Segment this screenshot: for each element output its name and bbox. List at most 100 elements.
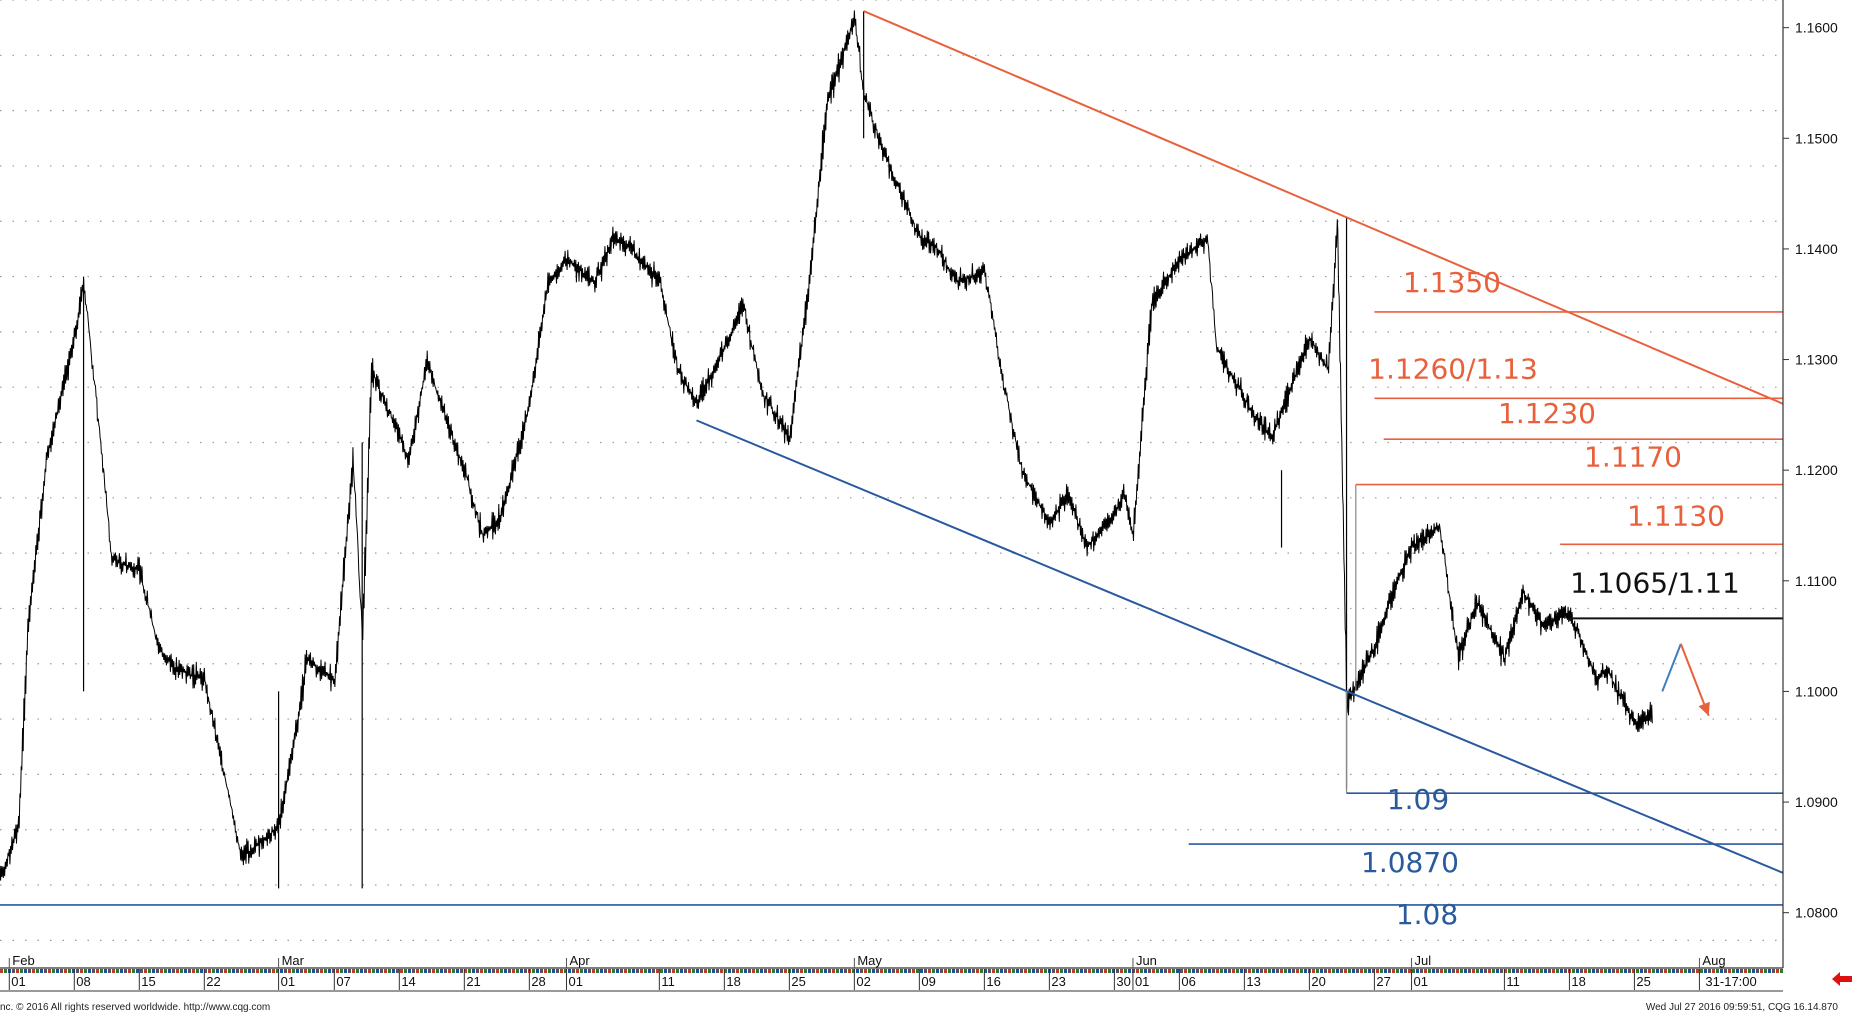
axis-strip-segment — [604, 969, 607, 973]
axis-strip-segment — [28, 969, 31, 973]
axis-strip-segment — [880, 969, 883, 973]
axis-strip-segment — [1504, 969, 1507, 973]
axis-strip-segment — [12, 969, 15, 973]
axis-strip-segment — [1748, 969, 1751, 973]
axis-strip-segment — [1096, 969, 1099, 973]
axis-strip-segment — [704, 969, 707, 973]
axis-strip-segment — [1600, 969, 1603, 973]
day-label: 23 — [1051, 974, 1065, 989]
axis-strip-segment — [288, 969, 291, 973]
axis-strip-segment — [1300, 969, 1303, 973]
axis-strip-segment — [44, 969, 47, 973]
axis-strip-segment — [652, 969, 655, 973]
axis-strip-segment — [460, 969, 463, 973]
axis-strip-segment — [160, 969, 163, 973]
axis-strip-segment — [1608, 969, 1611, 973]
axis-strip-segment — [1612, 969, 1615, 973]
axis-strip-segment — [476, 969, 479, 973]
axis-strip-segment — [164, 969, 167, 973]
axis-strip-segment — [60, 969, 63, 973]
axis-strip-segment — [120, 969, 123, 973]
axis-strip-segment — [840, 969, 843, 973]
axis-strip-segment — [1684, 969, 1687, 973]
axis-strip-segment — [1424, 969, 1427, 973]
axis-strip-segment — [976, 969, 979, 973]
axis-strip-segment — [352, 969, 355, 973]
axis-strip-segment — [452, 969, 455, 973]
axis-strip-segment — [264, 969, 267, 973]
axis-strip-segment — [1184, 969, 1187, 973]
axis-strip-segment — [308, 969, 311, 973]
axis-strip-segment — [624, 969, 627, 973]
axis-strip-segment — [260, 969, 263, 973]
axis-strip-segment — [1156, 969, 1159, 973]
axis-strip-segment — [1008, 969, 1011, 973]
axis-strip-segment — [1452, 969, 1455, 973]
level-label: 1.09 — [1387, 783, 1449, 816]
axis-strip-segment — [1288, 969, 1291, 973]
day-label: 01 — [11, 974, 25, 989]
axis-strip-segment — [940, 969, 943, 973]
month-label: Mar — [282, 953, 305, 968]
axis-strip-segment — [20, 969, 23, 973]
axis-strip-segment — [532, 969, 535, 973]
axis-strip-segment — [1704, 969, 1707, 973]
axis-strip-segment — [1248, 969, 1251, 973]
axis-strip-segment — [1440, 969, 1443, 973]
axis-strip-segment — [272, 969, 275, 973]
axis-strip-segment — [972, 969, 975, 973]
axis-strip-segment — [1172, 969, 1175, 973]
axis-strip-segment — [84, 969, 87, 973]
axis-strip-segment — [884, 969, 887, 973]
level-label: 1.1350 — [1403, 266, 1501, 299]
axis-strip-segment — [24, 969, 27, 973]
axis-strip-segment — [1160, 969, 1163, 973]
axis-strip-segment — [228, 969, 231, 973]
axis-strip-segment — [348, 969, 351, 973]
axis-strip-segment — [1080, 969, 1083, 973]
axis-strip-segment — [380, 969, 383, 973]
day-label: 14 — [401, 974, 415, 989]
axis-strip-segment — [1124, 969, 1127, 973]
axis-strip-segment — [268, 969, 271, 973]
axis-strip-segment — [204, 969, 207, 973]
axis-strip-segment — [1432, 969, 1435, 973]
axis-strip-segment — [900, 969, 903, 973]
axis-strip-segment — [480, 969, 483, 973]
axis-strip-segment — [464, 969, 467, 973]
axis-strip-segment — [552, 969, 555, 973]
axis-strip-segment — [700, 969, 703, 973]
axis-strip-segment — [772, 969, 775, 973]
axis-strip-segment — [1556, 969, 1559, 973]
axis-strip-segment — [1500, 969, 1503, 973]
axis-strip-segment — [868, 969, 871, 973]
axis-strip-segment — [668, 969, 671, 973]
axis-strip-segment — [496, 969, 499, 973]
axis-strip-segment — [804, 969, 807, 973]
axis-strip-segment — [1044, 969, 1047, 973]
day-label: 02 — [856, 974, 870, 989]
axis-strip-segment — [1212, 969, 1215, 973]
axis-strip-segment — [1672, 969, 1675, 973]
axis-strip-segment — [436, 969, 439, 973]
axis-strip-segment — [296, 969, 299, 973]
axis-strip-segment — [1116, 969, 1119, 973]
axis-strip-segment — [1480, 969, 1483, 973]
axis-strip-segment — [444, 969, 447, 973]
axis-strip-segment — [128, 969, 131, 973]
axis-strip-segment — [784, 969, 787, 973]
axis-strip-segment — [960, 969, 963, 973]
axis-strip-segment — [744, 969, 747, 973]
axis-strip-segment — [712, 969, 715, 973]
axis-strip-segment — [1100, 969, 1103, 973]
axis-strip-segment — [1088, 969, 1091, 973]
axis-strip-segment — [32, 969, 35, 973]
axis-strip-segment — [64, 969, 67, 973]
day-label: 07 — [336, 974, 350, 989]
axis-strip-segment — [1016, 969, 1019, 973]
axis-strip-segment — [1228, 969, 1231, 973]
axis-strip-segment — [1656, 969, 1659, 973]
axis-strip-segment — [104, 969, 107, 973]
red-left-arrow-icon[interactable] — [1832, 972, 1852, 986]
